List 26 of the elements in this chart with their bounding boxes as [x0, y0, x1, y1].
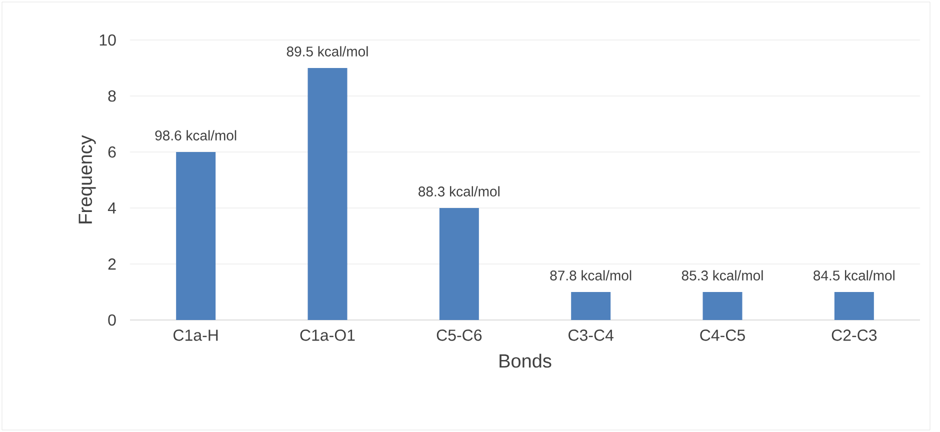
y-tick-label: 10 — [100, 34, 116, 46]
x-tick-label: C1a-H — [174, 330, 218, 341]
bar — [439, 208, 479, 320]
y-tick-label: 8 — [108, 90, 116, 102]
x-tick-label: C3-C4 — [568, 330, 614, 341]
x-tick-label: C4-C5 — [700, 330, 745, 341]
x-tick-label: C2-C3 — [832, 330, 877, 341]
y-tick-label: 4 — [108, 202, 116, 214]
x-tick-label: C1a-O1 — [300, 330, 355, 341]
annotation: 87.8 kcal/mol — [550, 270, 632, 280]
y-axis-title: Frequency — [78, 135, 96, 224]
y-tick-label: 0 — [108, 314, 116, 326]
x-tick-label: C5-C6 — [436, 330, 482, 341]
y-tick-label: 2 — [108, 258, 116, 270]
bar — [176, 152, 216, 320]
bar — [571, 292, 611, 320]
bar — [834, 292, 874, 320]
annotation: 89.5 kcal/mol — [286, 46, 368, 56]
y-tick-label: 6 — [108, 146, 116, 158]
x-axis-title: Bonds — [500, 354, 552, 368]
bar — [702, 292, 742, 320]
annotation: 88.3 kcal/mol — [418, 186, 500, 196]
annotation: 85.3 kcal/mol — [682, 270, 763, 280]
bar — [308, 68, 348, 320]
annotation: 98.6 kcal/mol — [155, 130, 236, 140]
annotation: 84.5 kcal/mol — [814, 270, 894, 280]
